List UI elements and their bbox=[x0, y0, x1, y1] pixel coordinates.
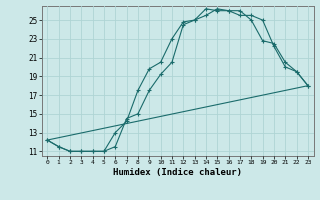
X-axis label: Humidex (Indice chaleur): Humidex (Indice chaleur) bbox=[113, 168, 242, 177]
